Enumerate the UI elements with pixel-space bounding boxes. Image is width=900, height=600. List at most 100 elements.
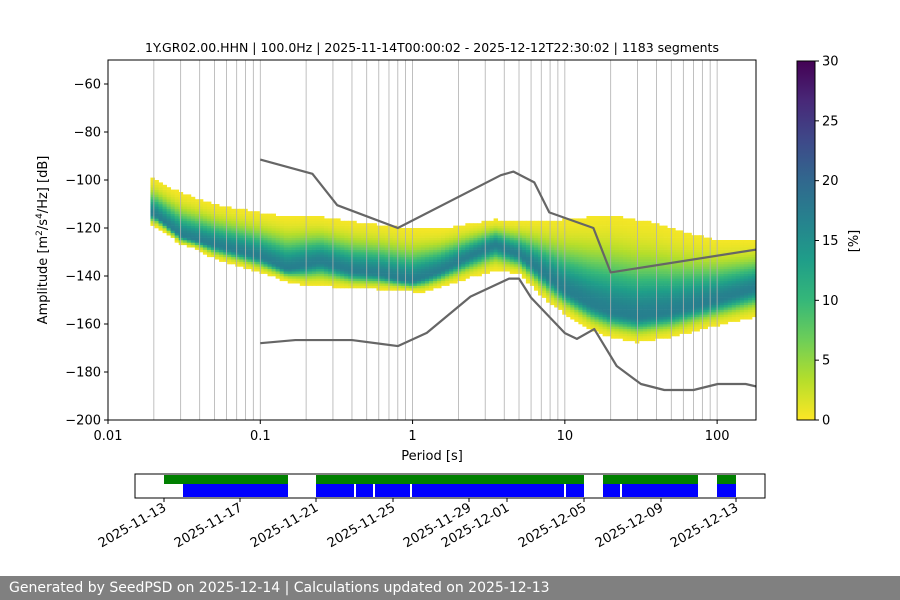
heatmap-cell <box>412 278 418 282</box>
heatmap-cell <box>638 244 644 248</box>
heatmap-cell <box>630 285 636 289</box>
heatmap-cell <box>699 285 704 289</box>
heatmap-cell <box>695 259 700 262</box>
heatmap-cell <box>445 242 450 246</box>
data-availability-timeline: 2025-11-13 2025-11-17 2025-11-21 2025-11-25… <box>96 473 766 551</box>
heatmap-cell <box>747 304 753 308</box>
heatmap-cell <box>727 264 733 267</box>
heatmap-cell <box>271 225 276 229</box>
heatmap-cell <box>340 235 345 238</box>
heatmap-cell <box>731 292 737 296</box>
heatmap-cell <box>202 249 208 253</box>
heatmap-cell <box>328 220 333 224</box>
heatmap-cell <box>638 333 644 337</box>
heatmap-cell <box>630 240 636 243</box>
heatmap-cell <box>505 254 511 258</box>
heatmap-cell <box>206 216 212 219</box>
heatmap-cell <box>667 328 672 332</box>
heatmap-cell <box>731 295 737 298</box>
heatmap-cell <box>590 237 595 241</box>
heatmap-cell <box>739 283 745 286</box>
heatmap-cell <box>723 290 729 294</box>
heatmap-cell <box>311 276 317 279</box>
heatmap-cell <box>186 208 192 212</box>
heatmap-cell <box>727 266 733 270</box>
heatmap-cell <box>525 278 531 282</box>
heatmap-cell <box>546 249 551 253</box>
heatmap-cell <box>586 232 591 236</box>
heatmap-cell <box>186 220 192 224</box>
heatmap-cell <box>614 314 620 318</box>
heatmap-cell <box>590 240 595 243</box>
heatmap-cell <box>206 249 212 253</box>
heatmap-cell <box>352 273 357 277</box>
heatmap-cell <box>332 249 337 253</box>
heatmap-cell <box>751 252 756 255</box>
heatmap-cell <box>489 252 494 255</box>
heatmap-cell <box>368 247 373 250</box>
heatmap-cell <box>731 259 737 262</box>
heatmap-cell <box>433 268 438 272</box>
heatmap-cell <box>477 252 482 255</box>
heatmap-cell <box>529 266 535 270</box>
heatmap-cell <box>715 271 721 274</box>
heatmap-cell <box>719 264 725 267</box>
heatmap-cell <box>469 259 474 262</box>
heatmap-cell <box>219 230 224 234</box>
heatmap-cell <box>574 271 579 274</box>
heatmap-cell <box>610 228 616 231</box>
heatmap-cell <box>647 285 652 289</box>
heatmap-cell <box>445 256 450 260</box>
heatmap-cell <box>384 261 390 265</box>
heatmap-cell <box>481 237 486 241</box>
heatmap-cell <box>574 280 579 284</box>
heatmap-cell <box>324 232 329 236</box>
heatmap-cell <box>166 230 172 234</box>
heatmap-cell <box>247 213 252 217</box>
heatmap-cell <box>324 240 329 243</box>
heatmap-cell <box>542 240 547 243</box>
heatmap-cell <box>598 302 603 306</box>
heatmap-cell <box>715 252 721 255</box>
heatmap-cell <box>239 256 244 260</box>
heatmap-cell <box>590 295 595 298</box>
heatmap-cell <box>360 242 365 246</box>
heatmap-cell <box>457 237 462 241</box>
heatmap-cell <box>586 259 591 262</box>
heatmap-cell <box>473 240 478 243</box>
heatmap-cell <box>715 261 721 265</box>
heatmap-cell <box>485 264 490 267</box>
heatmap-cell <box>546 261 551 265</box>
heatmap-cell <box>348 225 353 229</box>
heatmap-cell <box>687 304 692 308</box>
heatmap-cell <box>582 259 587 262</box>
heatmap-cell <box>533 228 539 231</box>
heatmap-cell <box>299 235 305 238</box>
heatmap-cell <box>497 252 503 255</box>
heatmap-cell <box>647 336 652 339</box>
heatmap-cell <box>404 228 410 231</box>
heatmap-cell <box>449 252 454 255</box>
heatmap-cell <box>275 256 281 260</box>
heatmap-cell <box>348 280 353 284</box>
heatmap-cell <box>231 242 236 246</box>
heatmap-cell <box>392 230 398 234</box>
heatmap-cell <box>550 300 555 303</box>
heatmap-cell <box>372 228 377 231</box>
heatmap-cell <box>618 216 624 219</box>
x-tick-label: 0.01 <box>94 429 123 444</box>
heatmap-cell <box>521 256 527 260</box>
heatmap-cell <box>618 312 624 315</box>
heatmap-cell <box>235 259 240 262</box>
heatmap-cell <box>154 182 159 186</box>
heatmap-cell <box>340 259 345 262</box>
heatmap-cell <box>344 247 349 250</box>
heatmap-cell <box>743 280 749 284</box>
heatmap-cell <box>630 326 636 330</box>
heatmap-cell <box>695 273 700 277</box>
heatmap-cell <box>546 252 551 255</box>
heatmap-cell <box>348 228 353 231</box>
heatmap-cell <box>667 237 672 241</box>
heatmap-cell <box>392 273 398 277</box>
heatmap-cell <box>190 211 196 214</box>
